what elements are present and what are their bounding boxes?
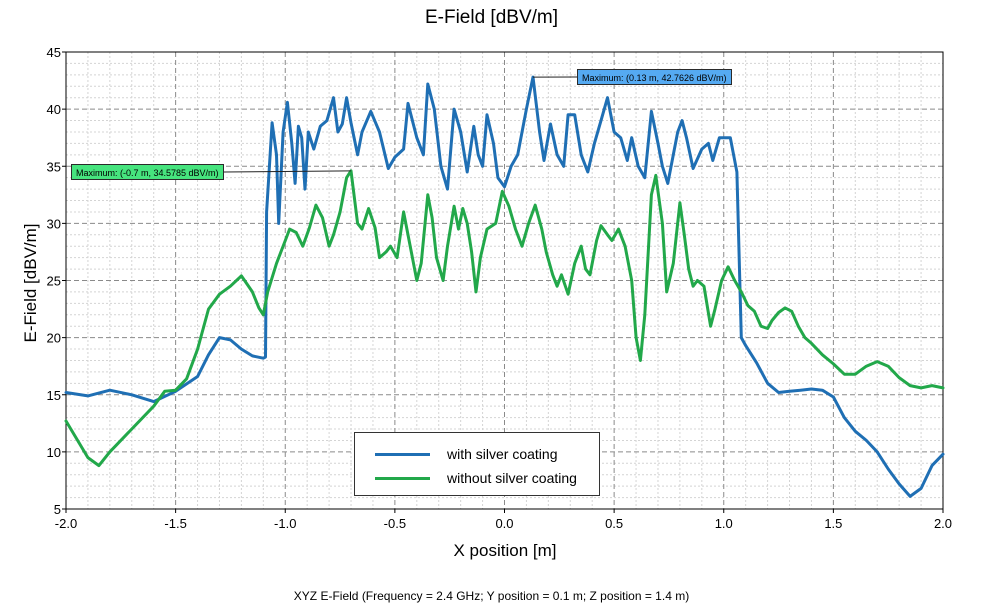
x-tick-label: 0.5 [605, 516, 623, 531]
legend-label-with-coating: with silver coating [447, 446, 558, 462]
x-tick-label: 1.5 [824, 516, 842, 531]
x-tick-label: -1.0 [274, 516, 296, 531]
legend: with silver coating without silver coati… [354, 432, 600, 496]
legend-swatch-without-coating [375, 476, 430, 480]
max-annotation-with-coating: Maximum: (0.13 m, 42.7626 dBV/m) [577, 69, 732, 85]
chart-footer: XYZ E-Field (Frequency = 2.4 GHz; Y posi… [293, 589, 690, 603]
y-tick-label: 5 [54, 502, 61, 517]
x-tick-label: 2.0 [934, 516, 952, 531]
y-tick-label: 30 [47, 216, 61, 231]
y-axis-label: E-Field [dBV/m] [21, 223, 40, 343]
x-tick-label: -2.0 [55, 516, 77, 531]
y-tick-label: 25 [47, 274, 61, 289]
y-tick-label: 20 [47, 331, 61, 346]
legend-item-with-coating: with silver coating [375, 444, 558, 464]
x-tick-label: 1.0 [715, 516, 733, 531]
plot-frame [65, 51, 944, 510]
y-tick-label: 10 [47, 445, 61, 460]
x-tick-label: -1.5 [164, 516, 186, 531]
y-tick-label: 40 [47, 102, 61, 117]
series-line-0 [64, 75, 945, 498]
y-tick-label: 45 [47, 45, 61, 60]
x-tick-label: 0.0 [495, 516, 513, 531]
annotation-leader-line [223, 170, 352, 173]
legend-item-without-coating: without silver coating [375, 468, 577, 488]
chart-title: E-Field [dBV/m] [424, 7, 559, 28]
max-annotation-without-coating: Maximum: (-0.7 m, 34.5785 dBV/m) [71, 164, 224, 180]
series-line-1 [64, 169, 945, 468]
y-tick-label: 35 [47, 159, 61, 174]
legend-label-without-coating: without silver coating [447, 470, 577, 486]
legend-swatch-with-coating [375, 452, 430, 456]
y-tick-label: 15 [47, 388, 61, 403]
x-tick-label: -0.5 [384, 516, 406, 531]
x-axis-label: X position [m] [453, 541, 557, 560]
